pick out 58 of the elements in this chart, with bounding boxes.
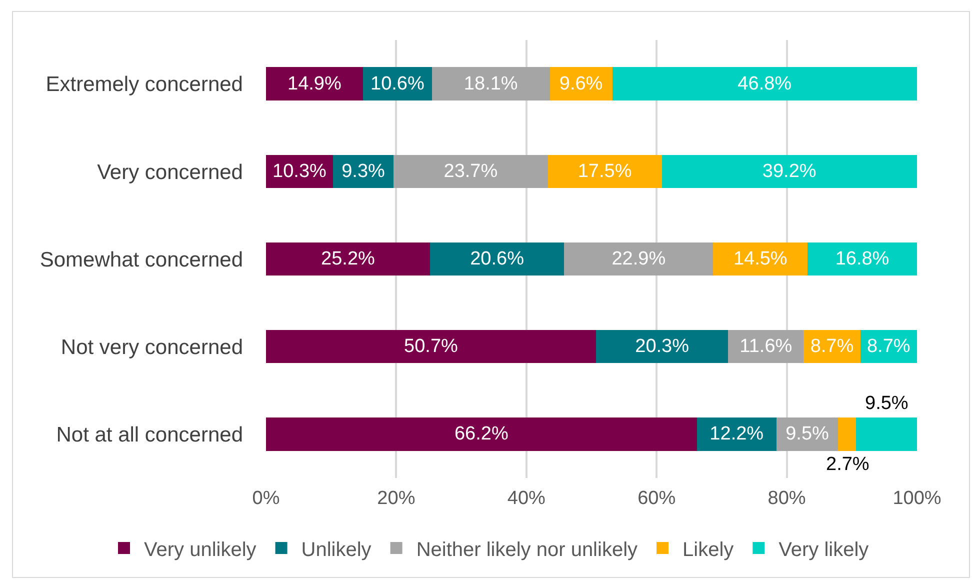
legend-label: Neither likely nor unlikely — [416, 538, 638, 561]
bar — [266, 330, 596, 364]
data-label: 16.8% — [835, 248, 890, 270]
bar — [838, 418, 856, 451]
data-label: 50.7% — [404, 336, 458, 358]
data-label: 10.3% — [272, 160, 327, 182]
bar — [564, 242, 714, 276]
data-label: 9.5% — [786, 424, 830, 445]
data-label: 12.2% — [710, 424, 764, 445]
data-label: 9.5% — [865, 393, 908, 414]
x-tick-label: 20% — [377, 488, 416, 509]
bar — [596, 330, 728, 364]
bar — [696, 418, 776, 451]
bar — [548, 154, 662, 188]
data-label: 18.1% — [464, 73, 518, 94]
bar — [432, 67, 550, 100]
data-label: 2.7% — [826, 454, 870, 475]
bar — [430, 242, 564, 276]
data-label: 46.8% — [738, 73, 792, 94]
y-tick-label: Somewhat concerned — [40, 248, 243, 272]
data-label: 23.7% — [444, 160, 498, 182]
x-tick-label: 40% — [507, 488, 546, 509]
data-label: 10.6% — [370, 73, 424, 94]
bar — [856, 418, 917, 451]
x-tick-label: 100% — [892, 488, 942, 509]
data-label: 11.6% — [740, 336, 792, 358]
y-tick-label: Not at all concerned — [56, 424, 243, 447]
y-tick-label: Not very concerned — [60, 336, 243, 359]
data-label: 25.2% — [321, 248, 376, 270]
x-tick-label: 80% — [768, 488, 806, 509]
data-label: 20.3% — [635, 336, 690, 358]
legend-label: Likely — [682, 538, 734, 561]
data-label: 8.7% — [810, 336, 854, 358]
data-label: 9.6% — [559, 73, 603, 94]
data-label: 14.5% — [733, 248, 788, 270]
bar — [266, 67, 363, 100]
data-label: 20.6% — [470, 248, 524, 270]
bar — [808, 242, 917, 276]
legend-label: Very likely — [778, 538, 869, 561]
legend-label: Very unlikely — [144, 538, 256, 561]
legend-label: Unlikely — [301, 538, 372, 561]
bar — [266, 242, 430, 276]
y-tick-label: Extremely concerned — [46, 73, 243, 96]
bar — [662, 154, 917, 188]
data-label: 8.7% — [866, 336, 910, 358]
bar — [612, 67, 917, 100]
bar — [266, 418, 697, 451]
data-label: 17.5% — [578, 160, 632, 182]
y-tick-label: Very concerned — [97, 160, 243, 184]
data-label: 39.2% — [762, 160, 816, 182]
bar — [713, 242, 808, 276]
data-label: 14.9% — [288, 73, 342, 94]
data-label: 22.9% — [612, 248, 666, 270]
data-label: 66.2% — [454, 424, 508, 445]
x-tick-label: 0% — [252, 488, 280, 509]
bar — [394, 154, 548, 188]
data-label: 9.3% — [342, 160, 386, 182]
x-tick-label: 60% — [638, 488, 676, 509]
